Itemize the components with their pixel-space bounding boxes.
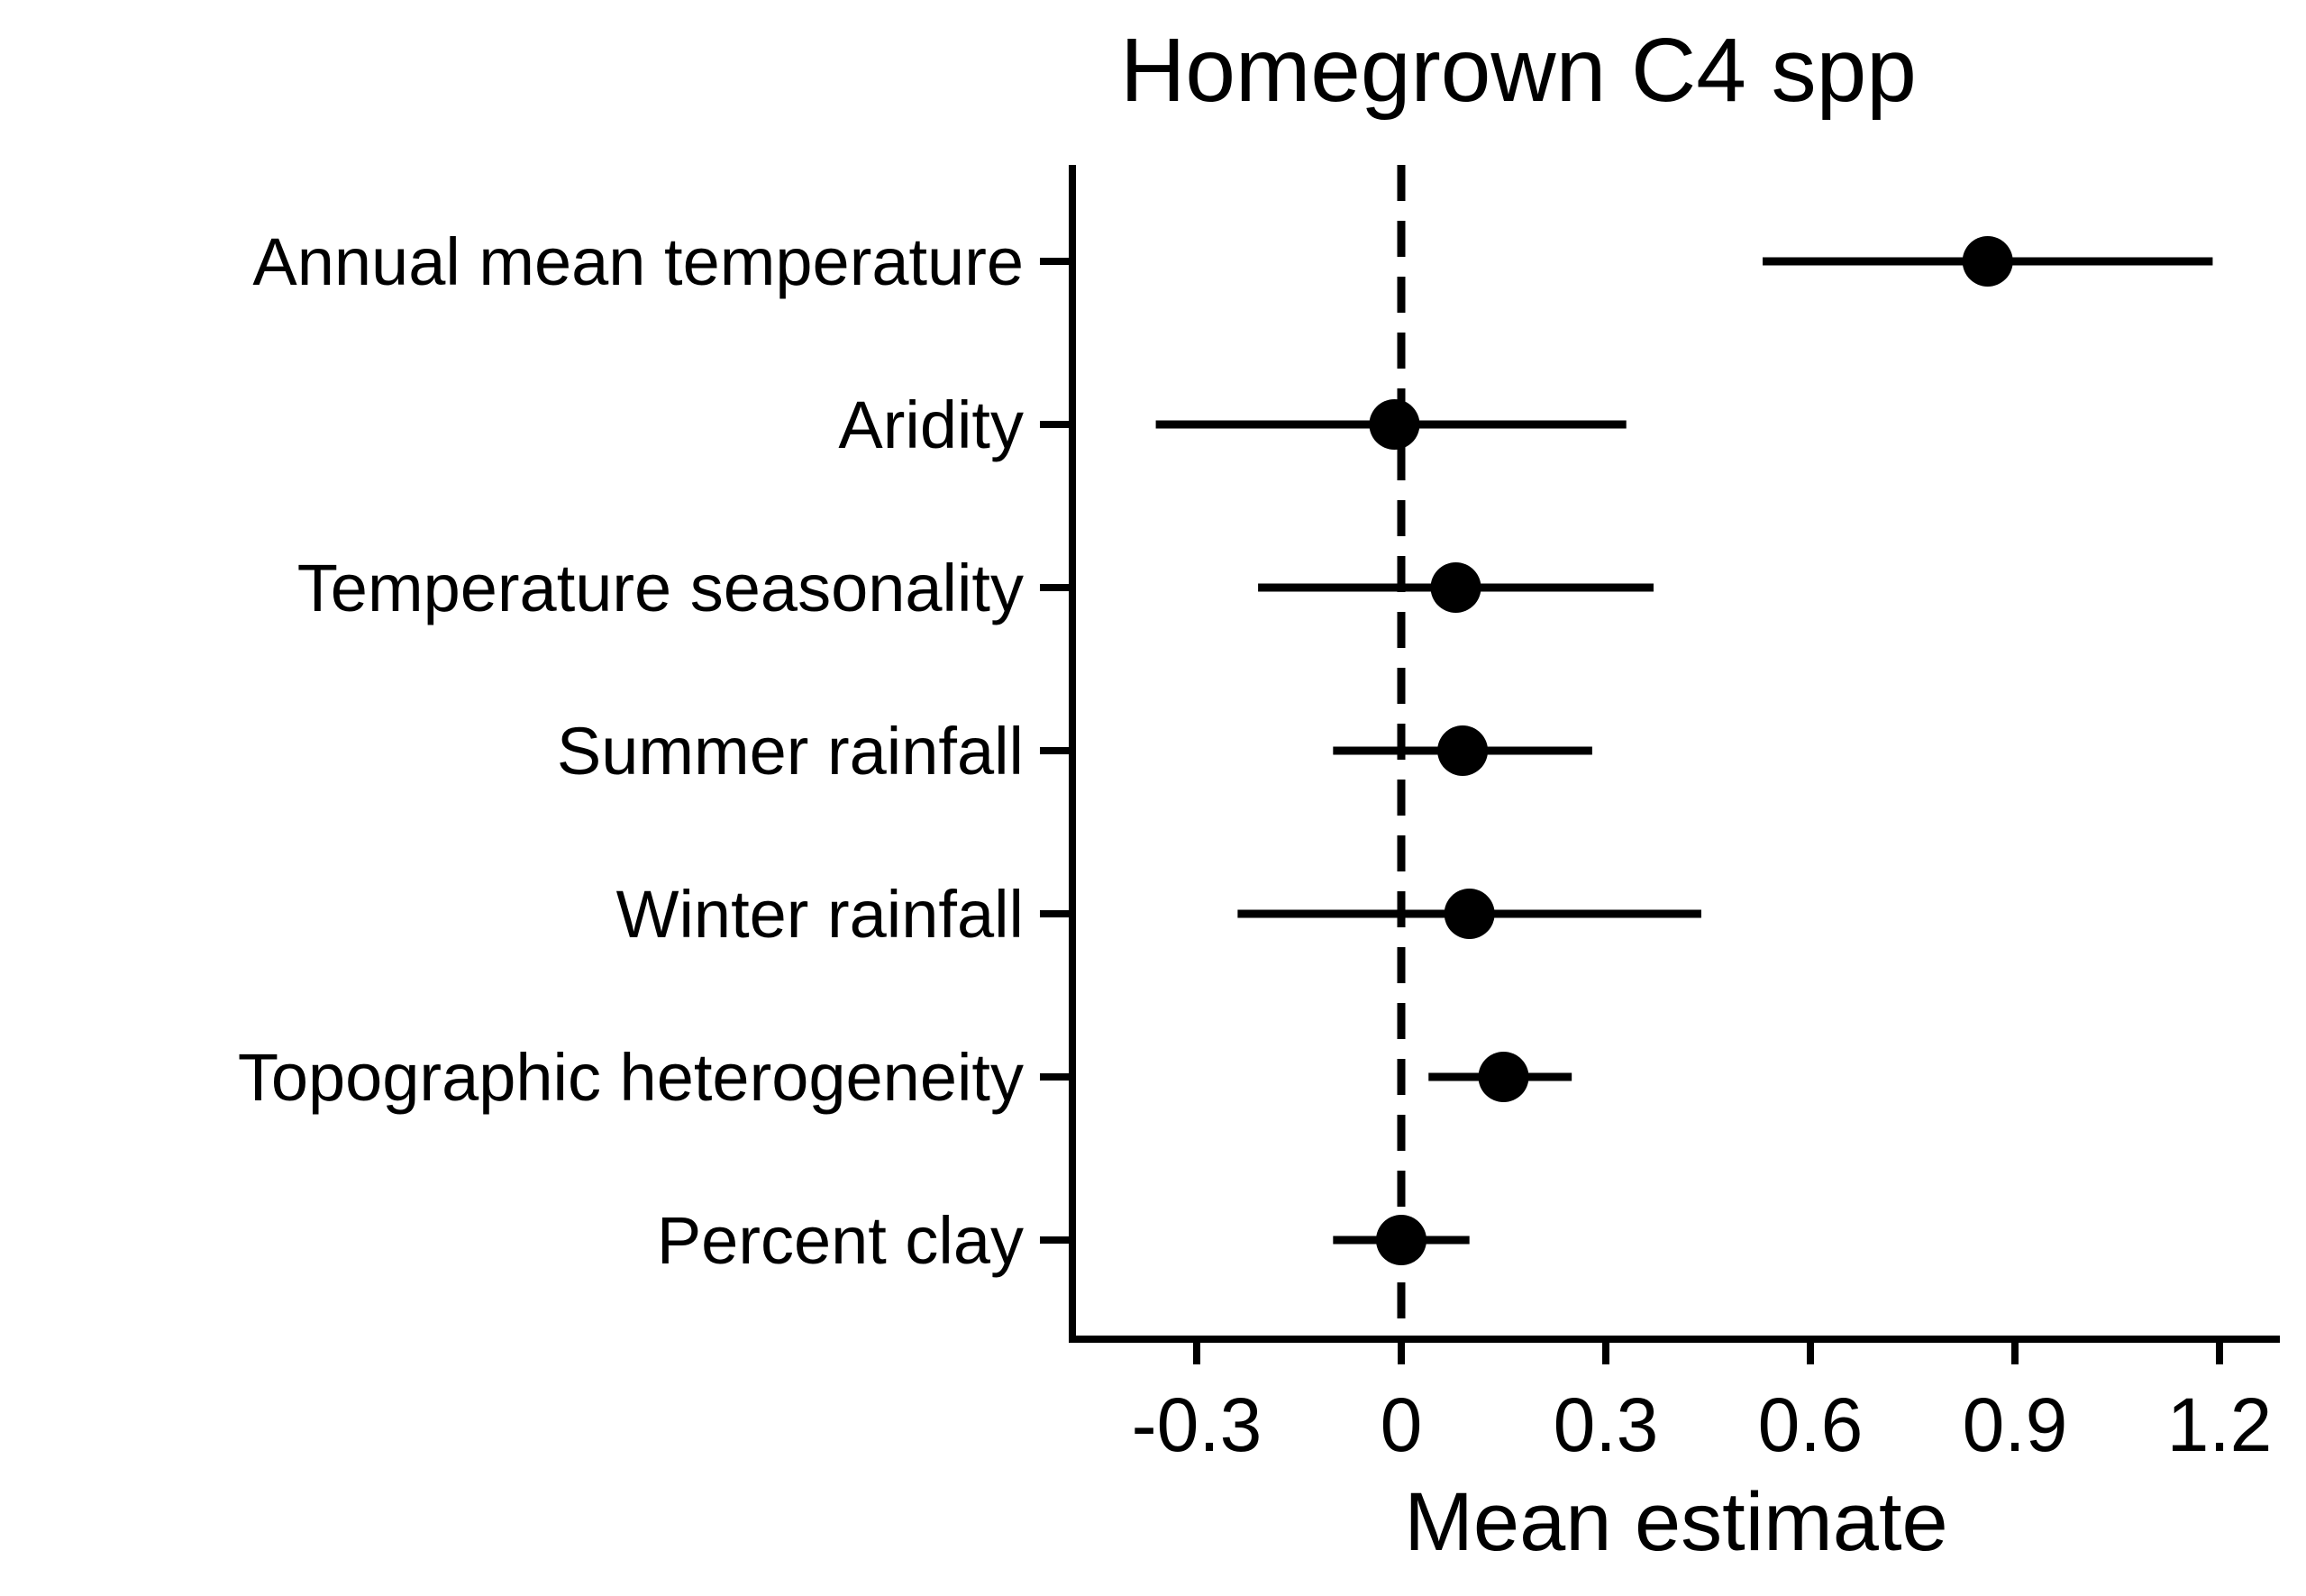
x-tick-label: 0.6 — [1758, 1382, 1864, 1467]
y-tick-label: Topographic heterogeneity — [238, 1040, 1024, 1115]
data-point — [1437, 725, 1489, 776]
data-point — [1430, 562, 1481, 613]
y-tick-label: Percent clay — [657, 1203, 1024, 1278]
x-axis-title: Mean estimate — [1404, 1476, 1947, 1568]
x-tick-label: 1.2 — [2167, 1382, 2273, 1467]
data-point — [1369, 399, 1420, 450]
y-tick-label: Summer rainfall — [557, 714, 1024, 789]
x-tick-label: -0.3 — [1132, 1382, 1262, 1467]
x-tick-label: 0 — [1381, 1382, 1423, 1467]
data-point — [1376, 1215, 1426, 1265]
x-tick-label: 0.3 — [1554, 1382, 1659, 1467]
y-tick-label: Winter rainfall — [616, 877, 1024, 952]
y-tick-label: Temperature seasonality — [297, 551, 1024, 625]
data-point — [1478, 1052, 1529, 1102]
data-point — [1444, 889, 1495, 939]
y-tick-label: Annual mean temperature — [252, 224, 1024, 299]
data-point — [1962, 236, 2013, 287]
y-tick-label: Aridity — [838, 388, 1024, 462]
chart-title: Homegrown C4 spp — [1120, 20, 1917, 121]
x-tick-label: 0.9 — [1963, 1382, 2068, 1467]
